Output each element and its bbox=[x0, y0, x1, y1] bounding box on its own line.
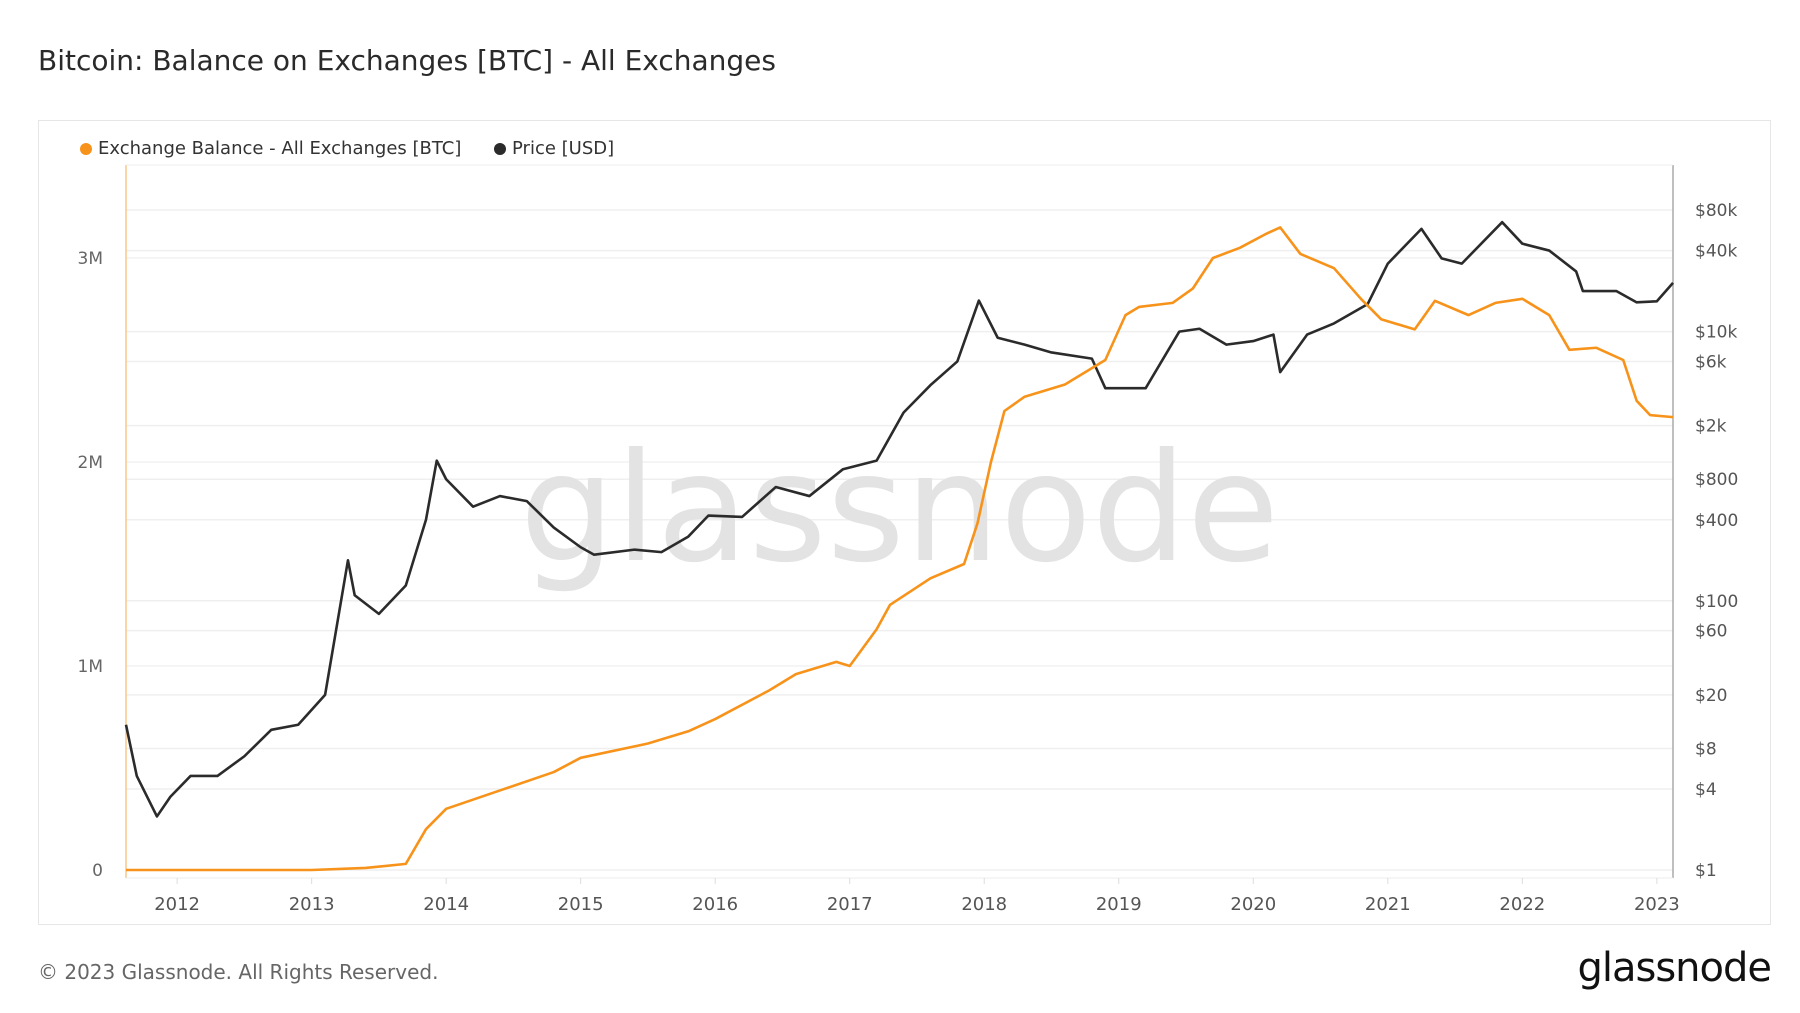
x-tick-label: 2018 bbox=[961, 894, 1007, 915]
copyright: © 2023 Glassnode. All Rights Reserved. bbox=[38, 960, 439, 984]
chart-title: Bitcoin: Balance on Exchanges [BTC] - Al… bbox=[38, 44, 776, 77]
y-right-tick-label: $80k bbox=[1695, 201, 1737, 221]
legend-label-price: Price [USD] bbox=[512, 138, 615, 159]
y-right-tick-label: $6k bbox=[1695, 352, 1727, 372]
x-tick-label: 2017 bbox=[827, 894, 873, 915]
y-left-tick-label: 2M bbox=[78, 453, 103, 473]
glassnode-logo: glassnode bbox=[1577, 945, 1772, 991]
legend-item-price[interactable]: Price [USD] bbox=[494, 138, 614, 159]
legend-label-balance: Exchange Balance - All Exchanges [BTC] bbox=[98, 138, 462, 159]
balance-legend-dot-icon bbox=[80, 142, 92, 155]
y-right-tick-label: $2k bbox=[1695, 417, 1727, 437]
x-tick-label: 2015 bbox=[558, 894, 604, 915]
y-right-tick-label: $10k bbox=[1695, 323, 1737, 343]
y-right-tick-label: $60 bbox=[1695, 622, 1727, 642]
x-tick-label: 2019 bbox=[1096, 894, 1142, 915]
legend-item-balance[interactable]: Exchange Balance - All Exchanges [BTC] bbox=[80, 138, 461, 159]
y-left-tick-label: 0 bbox=[92, 861, 103, 881]
y-left-tick-label: 1M bbox=[78, 657, 103, 677]
y-right-tick-label: $800 bbox=[1695, 470, 1738, 490]
y-right-tick-label: $1 bbox=[1695, 861, 1717, 881]
y-right-tick-label: $100 bbox=[1695, 592, 1738, 612]
y-left-tick-label: 3M bbox=[78, 249, 103, 269]
watermark: glassnode bbox=[520, 422, 1279, 596]
x-tick-label: 2022 bbox=[1499, 894, 1545, 915]
x-tick-label: 2014 bbox=[423, 894, 469, 915]
x-tick-label: 2020 bbox=[1230, 894, 1276, 915]
x-tick-label: 2013 bbox=[289, 894, 335, 915]
y-right-tick-label: $40k bbox=[1695, 242, 1737, 262]
y-right-tick-label: $20 bbox=[1695, 686, 1727, 706]
x-tick-label: 2023 bbox=[1634, 894, 1680, 915]
y-right-tick-label: $400 bbox=[1695, 511, 1738, 531]
y-right-tick-label: $8 bbox=[1695, 739, 1717, 759]
x-tick-label: 2012 bbox=[154, 894, 200, 915]
y-right-tick-label: $4 bbox=[1695, 780, 1717, 800]
x-tick-label: 2021 bbox=[1365, 894, 1411, 915]
price-line bbox=[124, 220, 1674, 818]
x-tick-label: 2016 bbox=[692, 894, 738, 915]
balance-line bbox=[126, 226, 1674, 872]
price-legend-dot-icon bbox=[494, 142, 506, 155]
chart-frame bbox=[38, 120, 1771, 925]
